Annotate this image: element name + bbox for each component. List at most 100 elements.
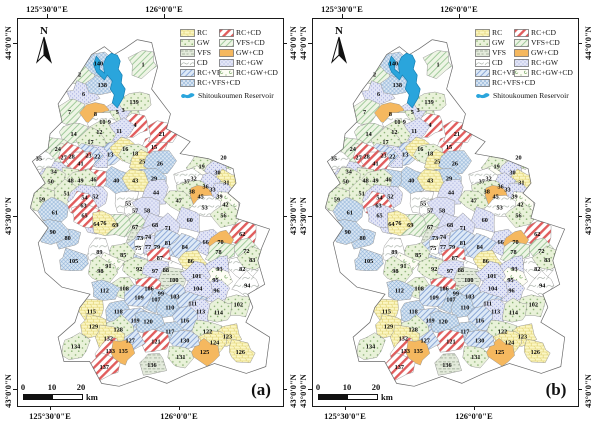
svg-text:16: 16 (122, 146, 128, 153)
svg-text:56: 56 (220, 212, 226, 219)
svg-text:55: 55 (420, 200, 426, 207)
svg-text:37: 37 (479, 179, 485, 186)
legend-item-label: CD (492, 58, 503, 67)
svg-text:40: 40 (113, 178, 119, 185)
svg-text:126: 126 (531, 349, 540, 356)
svg-text:105: 105 (364, 258, 373, 265)
legend-item-label: CD (197, 58, 208, 67)
svg-text:24: 24 (55, 146, 62, 153)
svg-text:62: 62 (239, 231, 245, 238)
svg-text:39: 39 (511, 193, 517, 200)
svg-text:94: 94 (539, 283, 546, 290)
svg-text:14: 14 (365, 131, 372, 138)
reservoir-shape (388, 52, 421, 109)
svg-text:43: 43 (427, 178, 433, 185)
svg-text:66: 66 (202, 239, 208, 246)
svg-text:125: 125 (495, 349, 504, 356)
svg-text:93: 93 (511, 266, 517, 273)
svg-text:96: 96 (213, 288, 219, 295)
legend-item-label: GW+CD (531, 48, 559, 57)
svg-text:71: 71 (165, 225, 171, 232)
legend-swatch-icon (180, 58, 195, 67)
svg-text:63: 63 (80, 202, 86, 209)
svg-text:13: 13 (107, 152, 113, 159)
svg-text:58: 58 (439, 207, 445, 214)
svg-text:129: 129 (384, 323, 393, 330)
svg-text:90: 90 (50, 229, 56, 236)
svg-text:82: 82 (534, 266, 540, 273)
tick (50, 406, 51, 410)
svg-text:112: 112 (395, 288, 404, 295)
svg-text:47: 47 (176, 197, 182, 204)
legend-item: RC+CD (514, 28, 556, 37)
svg-text:6: 6 (82, 91, 85, 98)
svg-text:9: 9 (108, 119, 111, 126)
svg-text:72: 72 (538, 248, 544, 255)
panel-caption-a: (a) (251, 380, 271, 399)
svg-text:126: 126 (236, 349, 245, 356)
svg-text:130: 130 (180, 337, 189, 344)
svg-text:110: 110 (165, 305, 174, 312)
svg-text:26: 26 (157, 161, 163, 168)
svg-text:88: 88 (458, 267, 464, 274)
svg-text:17: 17 (382, 139, 388, 146)
svg-text:36: 36 (202, 183, 208, 190)
svg-text:48: 48 (362, 178, 368, 185)
svg-text:108: 108 (120, 286, 129, 293)
svg-text:75: 75 (135, 245, 141, 252)
legend-item: GW (475, 38, 505, 47)
lat-label: 44°0'0"N (298, 26, 308, 60)
scale-bar: 0 10 20 km (21, 382, 115, 402)
svg-text:81: 81 (460, 240, 466, 247)
legend-item-label: GW (197, 38, 210, 47)
lon-label: 125°30'0"E (29, 411, 71, 421)
svg-text:77: 77 (440, 244, 446, 251)
svg-text:42: 42 (222, 201, 228, 208)
scale-bar-rule (318, 394, 378, 400)
tick (578, 43, 582, 44)
svg-text:130: 130 (475, 337, 484, 344)
svg-text:120: 120 (143, 318, 152, 325)
svg-text:22: 22 (389, 154, 395, 161)
svg-text:127: 127 (420, 337, 429, 344)
svg-text:83: 83 (544, 257, 550, 264)
legend-swatch-icon (475, 58, 490, 67)
lat-label: 43°30'0"N (3, 197, 13, 235)
legend-item: RC+VFS (180, 68, 225, 77)
legend-item-label: GW+CD (236, 48, 264, 57)
tick (164, 14, 165, 18)
svg-text:63: 63 (375, 202, 381, 209)
legend-item: VFS+CD (219, 38, 265, 47)
svg-text:115: 115 (87, 309, 96, 316)
svg-text:54: 54 (376, 194, 383, 201)
legend-item: RC+GW+CD (219, 68, 278, 77)
svg-text:67: 67 (132, 224, 138, 231)
svg-text:2: 2 (373, 71, 376, 78)
svg-text:77: 77 (145, 244, 151, 251)
legend-item-label: GW (492, 38, 505, 47)
lon-label: 126°0'0"E (145, 4, 183, 14)
svg-text:135: 135 (414, 348, 423, 355)
tick (459, 14, 460, 18)
legend-item-label: RC+GW (236, 58, 264, 67)
svg-text:41: 41 (77, 161, 83, 168)
lon-label: 126°0'0"E (160, 411, 198, 421)
svg-text:69: 69 (407, 222, 413, 229)
legend-item-label: RC+GW+CD (531, 68, 573, 77)
svg-text:49: 49 (77, 178, 83, 185)
svg-text:99: 99 (158, 291, 164, 298)
svg-text:19: 19 (493, 164, 499, 171)
legend-swatch-icon (180, 38, 195, 47)
svg-text:89: 89 (391, 249, 397, 256)
legend-item-label: RC+GW (531, 58, 559, 67)
svg-text:29: 29 (446, 176, 452, 183)
svg-text:27: 27 (356, 155, 362, 162)
svg-text:75: 75 (430, 245, 436, 252)
svg-text:122: 122 (203, 328, 212, 335)
svg-text:114: 114 (509, 310, 519, 317)
svg-text:25: 25 (434, 159, 440, 166)
svg-text:23: 23 (380, 153, 386, 160)
svg-text:86: 86 (483, 258, 489, 265)
